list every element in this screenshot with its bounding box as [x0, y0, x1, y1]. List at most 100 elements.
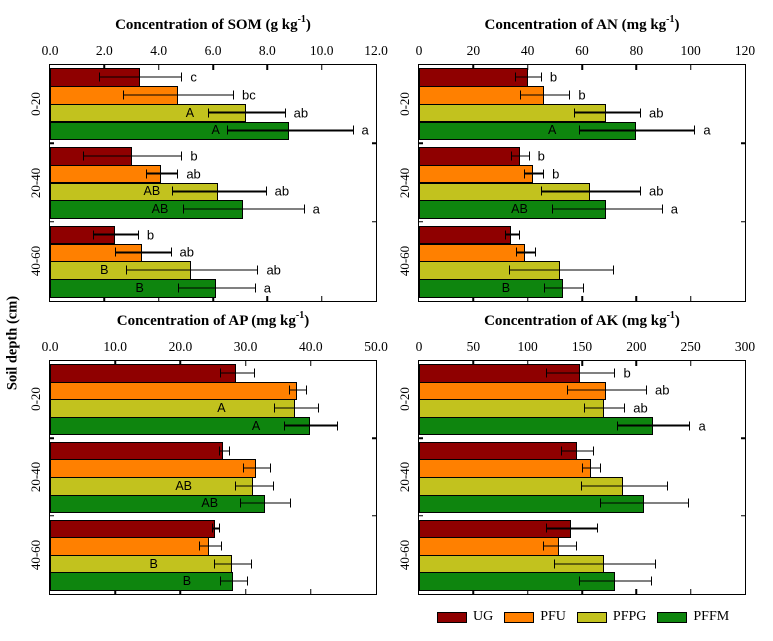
- error-bar: [235, 481, 274, 491]
- x-tick-mark: [581, 361, 583, 366]
- x-tick-label: 50.0: [364, 339, 388, 354]
- error-bar: [541, 186, 642, 196]
- x-tick-mark: [212, 65, 214, 70]
- error-bar: [123, 90, 234, 100]
- x-tick-label: 300: [734, 339, 756, 354]
- y-tick-mark: [741, 515, 745, 517]
- x-tick-mark: [581, 589, 583, 594]
- error-bar: [219, 368, 256, 378]
- error-bar: [177, 283, 256, 293]
- y-tick-mark: [741, 221, 745, 223]
- significance-letter: ab: [293, 105, 309, 121]
- anova-letter-inside: A: [185, 105, 195, 120]
- panel-ak: Concentration of AK (mg kg-1) 0 50 100 150 20…: [397, 310, 755, 595]
- x-tick-mark: [310, 361, 312, 366]
- y-tick-mark: [741, 142, 745, 144]
- error-bar: [240, 498, 291, 508]
- significance-letter: ab: [274, 183, 290, 199]
- depth-label: 40-60: [397, 539, 412, 570]
- x-tick-label: 10.0: [309, 43, 334, 58]
- x-tick-label: 100: [680, 43, 701, 58]
- error-bar: [212, 523, 220, 533]
- error-bar: [146, 169, 179, 179]
- chart-title-ak: Concentration of AK (mg kg-1): [484, 310, 680, 329]
- x-tick-mark: [103, 65, 106, 70]
- error-bar: [616, 421, 691, 431]
- chart-title-som: Concentration of SOM (g kg-1): [115, 14, 311, 33]
- y-tick-mark: [741, 437, 745, 439]
- error-bar: [578, 576, 653, 586]
- y-tick-mark: [419, 437, 423, 439]
- error-bar: [553, 559, 656, 569]
- error-bar: [289, 385, 307, 395]
- y-tick-mark: [372, 221, 376, 223]
- significance-letter: ab: [649, 183, 664, 199]
- bar-ap-0-20-PFU: [50, 381, 298, 401]
- error-bar: [511, 151, 530, 161]
- y-tick-mark: [419, 142, 423, 144]
- x-tick-mark: [266, 65, 269, 70]
- x-tick-label: 20: [466, 43, 481, 58]
- bar-ap-0-20-UG: [50, 364, 237, 383]
- x-tick-mark: [157, 296, 160, 301]
- significance-letter: b: [552, 166, 560, 182]
- x-tick-mark: [635, 589, 638, 594]
- x-tick-mark: [472, 65, 475, 70]
- x-tick-label: 60: [575, 43, 589, 58]
- error-bar: [579, 125, 696, 135]
- depth-label: 0-20: [397, 91, 412, 116]
- x-tick-label: 0: [415, 339, 423, 354]
- y-tick-mark: [50, 142, 54, 144]
- bar-an-40-60-PFFM: [419, 279, 563, 298]
- significance-letter: ab: [179, 244, 194, 260]
- x-tick-label: 40.0: [298, 339, 323, 354]
- y-tick-mark: [372, 142, 376, 144]
- anova-letter-inside: AB: [143, 184, 161, 199]
- error-bar: [546, 523, 599, 533]
- error-bar: [566, 385, 648, 395]
- error-bar: [226, 125, 354, 135]
- panel-an: Concentration of AN (mg kg-1) 0 20 40 60 80 10…: [397, 14, 755, 302]
- x-tick-label: 6.0: [204, 43, 222, 58]
- error-bar: [504, 230, 521, 240]
- error-bar: [580, 481, 668, 491]
- anova-letter-inside: A: [211, 123, 220, 138]
- x-tick-label: 100: [517, 339, 538, 354]
- x-tick-mark: [635, 65, 638, 70]
- bar-ap-0-20-PFFM: [50, 416, 311, 436]
- significance-letter: b: [578, 87, 586, 103]
- x-tick-label: 40: [520, 43, 535, 58]
- x-tick-mark: [157, 65, 160, 70]
- error-bar: [219, 576, 248, 586]
- bar-ap-20-40-PFU: [50, 459, 257, 478]
- y-tick-mark: [50, 221, 54, 223]
- legend-item-PFU: PFU: [504, 609, 566, 625]
- error-bar: [273, 403, 319, 413]
- x-tick-mark: [526, 296, 529, 301]
- x-tick-label: 80: [629, 43, 644, 58]
- legend-label: PFPG: [612, 609, 647, 624]
- legend-label: UG: [473, 609, 494, 624]
- bar-som-20-40-PFU: [50, 164, 162, 184]
- significance-letter: a: [698, 418, 706, 434]
- depth-label: 40-60: [397, 246, 412, 277]
- x-tick-label: 250: [680, 339, 701, 354]
- x-tick-mark: [689, 589, 692, 594]
- depth-label: 20-40: [28, 461, 43, 493]
- legend-swatch-UG: [437, 611, 467, 623]
- significance-letter: ab: [649, 105, 664, 121]
- x-tick-label: 120: [734, 43, 756, 58]
- error-bar: [584, 403, 626, 413]
- x-tick-mark: [635, 361, 638, 366]
- panel-som: Concentration of SOM (g kg-1) 0.0 2.0 4.0 6.…: [28, 14, 388, 302]
- significance-letter: c: [190, 69, 197, 85]
- bar-ap-40-60-UG: [50, 519, 215, 539]
- x-tick-mark: [526, 65, 529, 70]
- anova-letter-inside: B: [182, 573, 192, 588]
- x-tick-label: 10.0: [103, 339, 127, 354]
- x-tick-mark: [179, 589, 182, 594]
- error-bar: [573, 108, 642, 118]
- significance-letter: b: [623, 365, 631, 381]
- x-tick-mark: [581, 65, 583, 70]
